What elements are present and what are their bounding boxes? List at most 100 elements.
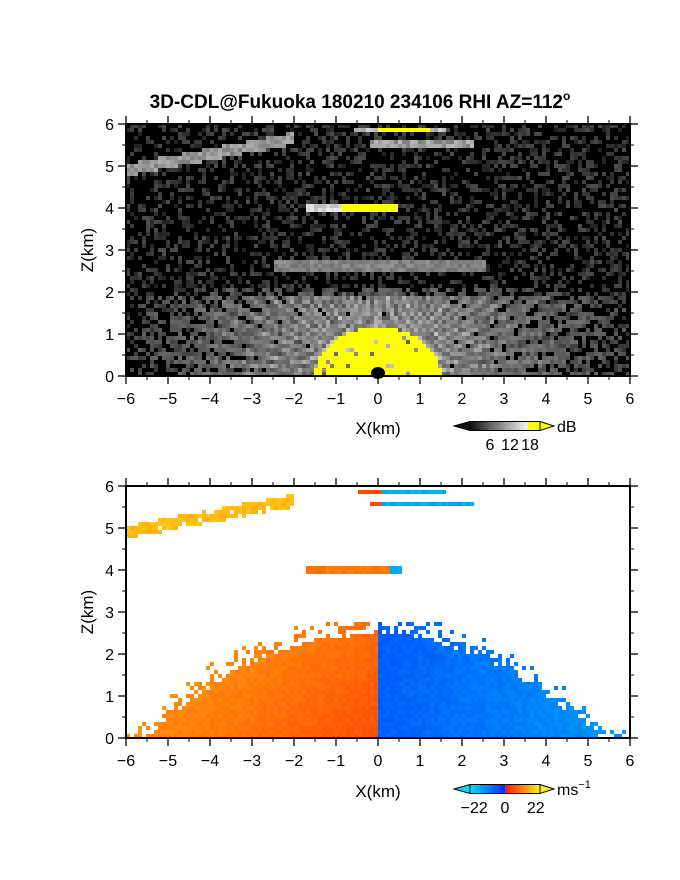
intensity-cell [218, 328, 222, 332]
intensity-cell [518, 360, 522, 364]
velocity-cell [366, 638, 370, 642]
intensity-cell [342, 356, 346, 360]
intensity-cell [386, 276, 390, 280]
intensity-cell [586, 184, 590, 188]
intensity-cell [170, 180, 174, 184]
intensity-cell [290, 352, 294, 356]
intensity-cell [354, 156, 358, 160]
intensity-cell [218, 312, 222, 316]
intensity-cell [426, 208, 430, 212]
intensity-cell [486, 168, 490, 172]
intensity-cell [462, 264, 466, 268]
intensity-cell [418, 144, 422, 148]
colorbar-swatch [485, 421, 489, 431]
intensity-cell [346, 252, 350, 256]
intensity-cell [298, 348, 302, 352]
intensity-cell [138, 368, 142, 372]
intensity-cell [274, 152, 278, 156]
intensity-cell [514, 324, 518, 328]
intensity-cell [522, 228, 526, 232]
intensity-cell [354, 132, 358, 136]
velocity-cell [154, 526, 158, 530]
intensity-cell [238, 348, 242, 352]
intensity-cell [218, 368, 222, 372]
intensity-cell [426, 360, 430, 364]
intensity-cell [386, 348, 390, 352]
velocity-cell [170, 522, 174, 526]
intensity-cell [314, 368, 318, 372]
intensity-cell [262, 256, 266, 260]
intensity-cell [266, 128, 270, 132]
intensity-cell [494, 212, 498, 216]
intensity-cell [398, 344, 402, 348]
intensity-cell [206, 240, 210, 244]
intensity-cell [446, 372, 450, 376]
intensity-cell [418, 320, 422, 324]
intensity-cell [422, 192, 426, 196]
intensity-cell [586, 352, 590, 356]
intensity-cell [594, 164, 598, 168]
intensity-cell [570, 348, 574, 352]
intensity-cell [402, 128, 406, 132]
velocity-cell [450, 502, 454, 506]
intensity-cell [446, 308, 450, 312]
intensity-cell [486, 348, 490, 352]
intensity-cell [498, 288, 502, 292]
intensity-cell [522, 232, 526, 236]
intensity-cell [310, 128, 314, 132]
intensity-cell [486, 320, 490, 324]
intensity-cell [238, 152, 242, 156]
intensity-cell [218, 332, 222, 336]
intensity-cell [166, 160, 170, 164]
intensity-cell [174, 352, 178, 356]
intensity-cell [602, 240, 606, 244]
intensity-cell [218, 136, 222, 140]
intensity-cell [490, 192, 494, 196]
intensity-cell [466, 364, 470, 368]
intensity-cell [574, 344, 578, 348]
intensity-cell [218, 148, 222, 152]
intensity-cell [354, 348, 358, 352]
velocity-cell [326, 642, 330, 646]
intensity-cell [222, 324, 226, 328]
intensity-cell [602, 228, 606, 232]
velocity-cell [362, 634, 366, 638]
intensity-cell [198, 264, 202, 268]
intensity-cell [270, 340, 274, 344]
intensity-cell [206, 132, 210, 136]
intensity-cell [346, 296, 350, 300]
intensity-cell [426, 324, 430, 328]
intensity-cell [598, 336, 602, 340]
intensity-cell [554, 328, 558, 332]
intensity-cell [334, 324, 338, 328]
intensity-cell [402, 300, 406, 304]
velocity-cell [378, 570, 382, 574]
intensity-cell [506, 288, 510, 292]
intensity-cell [366, 356, 370, 360]
intensity-cell [518, 176, 522, 180]
intensity-cell [406, 340, 410, 344]
intensity-cell [334, 284, 338, 288]
intensity-cell [278, 364, 282, 368]
intensity-cell [558, 316, 562, 320]
intensity-cell [394, 344, 398, 348]
intensity-cell [134, 172, 138, 176]
intensity-cell [426, 296, 430, 300]
intensity-cell [486, 308, 490, 312]
intensity-cell [298, 176, 302, 180]
intensity-cell [174, 292, 178, 296]
intensity-cell [562, 352, 566, 356]
intensity-cell [250, 172, 254, 176]
intensity-cell [458, 292, 462, 296]
intensity-cell [330, 172, 334, 176]
intensity-cell [522, 336, 526, 340]
intensity-cell [450, 352, 454, 356]
intensity-cell [266, 364, 270, 368]
intensity-cell [306, 320, 310, 324]
intensity-cell [198, 356, 202, 360]
intensity-cell [478, 292, 482, 296]
intensity-cell [434, 356, 438, 360]
intensity-cell [402, 148, 406, 152]
intensity-cell [398, 128, 402, 132]
intensity-cell [158, 248, 162, 252]
